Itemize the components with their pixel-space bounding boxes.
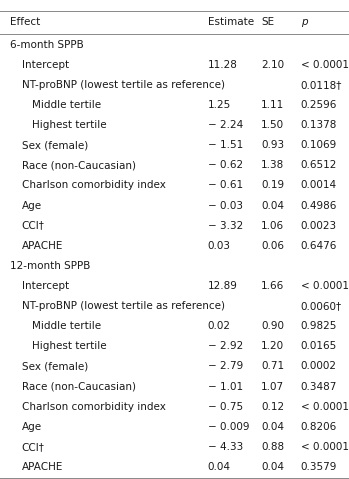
Text: 0.88: 0.88 (261, 442, 284, 452)
Text: 1.38: 1.38 (261, 160, 284, 171)
Text: Highest tertile: Highest tertile (32, 120, 106, 130)
Text: 1.25: 1.25 (208, 100, 231, 110)
Text: Race (non-Caucasian): Race (non-Caucasian) (22, 160, 136, 171)
Text: 0.04: 0.04 (261, 201, 284, 211)
Text: − 2.92: − 2.92 (208, 342, 243, 352)
Text: − 0.61: − 0.61 (208, 181, 243, 191)
Text: 0.04: 0.04 (208, 462, 231, 472)
Text: Effect: Effect (10, 17, 40, 27)
Text: 0.6512: 0.6512 (301, 160, 337, 171)
Text: Highest tertile: Highest tertile (32, 342, 106, 352)
Text: − 3.32: − 3.32 (208, 221, 243, 231)
Text: − 0.03: − 0.03 (208, 201, 243, 211)
Text: 0.8206: 0.8206 (301, 422, 337, 432)
Text: − 2.24: − 2.24 (208, 120, 243, 130)
Text: 0.04: 0.04 (261, 462, 284, 472)
Text: 1.07: 1.07 (261, 382, 284, 392)
Text: Sex (female): Sex (female) (22, 362, 88, 372)
Text: Intercept: Intercept (22, 60, 69, 70)
Text: 0.06: 0.06 (261, 241, 284, 251)
Text: Middle tertile: Middle tertile (32, 321, 101, 331)
Text: 1.66: 1.66 (261, 281, 284, 291)
Text: 1.20: 1.20 (261, 342, 284, 352)
Text: < 0.0001: < 0.0001 (301, 442, 349, 452)
Text: CCI†: CCI† (22, 221, 45, 231)
Text: 0.0165: 0.0165 (301, 342, 337, 352)
Text: − 0.62: − 0.62 (208, 160, 243, 171)
Text: SE: SE (261, 17, 274, 27)
Text: Race (non-Caucasian): Race (non-Caucasian) (22, 382, 136, 392)
Text: 0.0014: 0.0014 (301, 181, 337, 191)
Text: 6-month SPPB: 6-month SPPB (10, 40, 83, 50)
Text: 0.12: 0.12 (261, 402, 284, 412)
Text: Charlson comorbidity index: Charlson comorbidity index (22, 181, 166, 191)
Text: 0.0002: 0.0002 (301, 362, 337, 372)
Text: 0.03: 0.03 (208, 241, 231, 251)
Text: 0.6476: 0.6476 (301, 241, 337, 251)
Text: Age: Age (22, 201, 42, 211)
Text: 0.9825: 0.9825 (301, 321, 337, 331)
Text: Middle tertile: Middle tertile (32, 100, 101, 110)
Text: 0.1378: 0.1378 (301, 120, 337, 130)
Text: NT-proBNP (lowest tertile as reference): NT-proBNP (lowest tertile as reference) (22, 301, 225, 311)
Text: 0.93: 0.93 (261, 140, 284, 150)
Text: 0.3579: 0.3579 (301, 462, 337, 472)
Text: p: p (301, 17, 307, 27)
Text: − 0.009: − 0.009 (208, 422, 249, 432)
Text: Estimate: Estimate (208, 17, 254, 27)
Text: 0.2596: 0.2596 (301, 100, 337, 110)
Text: 0.4986: 0.4986 (301, 201, 337, 211)
Text: 11.28: 11.28 (208, 60, 238, 70)
Text: 0.1069: 0.1069 (301, 140, 337, 150)
Text: NT-proBNP (lowest tertile as reference): NT-proBNP (lowest tertile as reference) (22, 80, 225, 90)
Text: 0.04: 0.04 (261, 422, 284, 432)
Text: 1.06: 1.06 (261, 221, 284, 231)
Text: − 0.75: − 0.75 (208, 402, 243, 412)
Text: Age: Age (22, 422, 42, 432)
Text: 12-month SPPB: 12-month SPPB (10, 261, 90, 271)
Text: Charlson comorbidity index: Charlson comorbidity index (22, 402, 166, 412)
Text: APACHE: APACHE (22, 241, 63, 251)
Text: 2.10: 2.10 (261, 60, 284, 70)
Text: Sex (female): Sex (female) (22, 140, 88, 150)
Text: − 2.79: − 2.79 (208, 362, 243, 372)
Text: CCI†: CCI† (22, 442, 45, 452)
Text: 1.50: 1.50 (261, 120, 284, 130)
Text: 0.02: 0.02 (208, 321, 231, 331)
Text: − 1.51: − 1.51 (208, 140, 243, 150)
Text: 0.71: 0.71 (261, 362, 284, 372)
Text: − 4.33: − 4.33 (208, 442, 243, 452)
Text: Intercept: Intercept (22, 281, 69, 291)
Text: 0.0118†: 0.0118† (301, 80, 342, 90)
Text: 1.11: 1.11 (261, 100, 284, 110)
Text: 0.0023: 0.0023 (301, 221, 337, 231)
Text: APACHE: APACHE (22, 462, 63, 472)
Text: 0.3487: 0.3487 (301, 382, 337, 392)
Text: 12.89: 12.89 (208, 281, 238, 291)
Text: 0.0060†: 0.0060† (301, 301, 342, 311)
Text: < 0.0001: < 0.0001 (301, 60, 349, 70)
Text: 0.90: 0.90 (261, 321, 284, 331)
Text: − 1.01: − 1.01 (208, 382, 243, 392)
Text: < 0.0001: < 0.0001 (301, 281, 349, 291)
Text: < 0.0001: < 0.0001 (301, 402, 349, 412)
Text: 0.19: 0.19 (261, 181, 284, 191)
